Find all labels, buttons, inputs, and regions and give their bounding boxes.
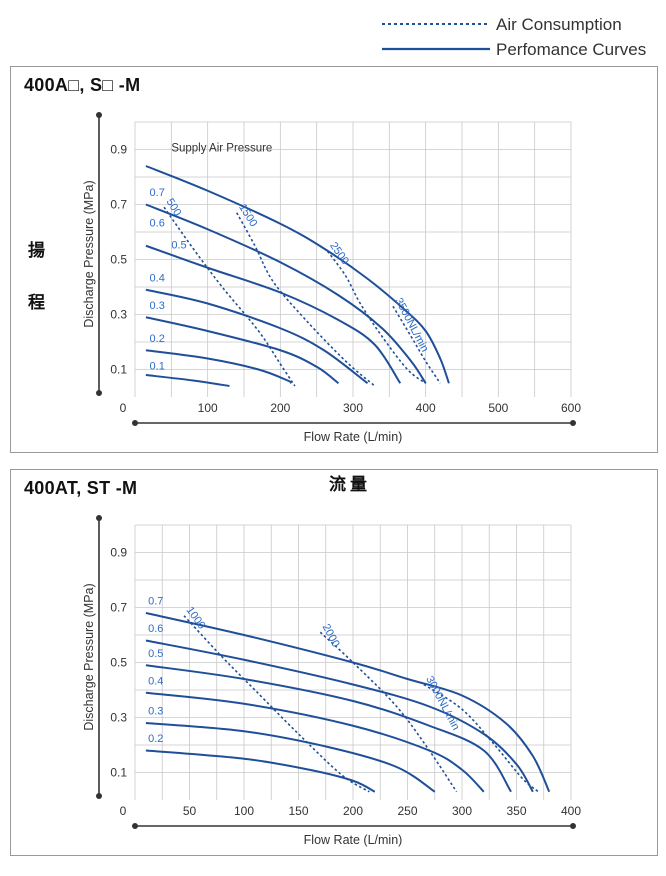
x-tick-label: 100 xyxy=(198,401,218,415)
grid xyxy=(134,121,572,397)
x-tick-label: 400 xyxy=(561,804,581,818)
y-tick-label: 0.7 xyxy=(110,601,127,615)
air-consumption-label: 500 xyxy=(164,196,184,218)
supply-pressure-label: 0.5 xyxy=(171,239,186,251)
air-consumption-line-2000 xyxy=(319,631,458,793)
supply-pressure-label: 0.7 xyxy=(150,187,165,199)
supply-air-pressure-annotation: Supply Air Pressure xyxy=(171,143,272,155)
air-consumption-label: 1500 xyxy=(236,202,259,229)
y-axis-end-dot xyxy=(96,112,102,118)
performance-curve-0.7 xyxy=(145,165,450,384)
performance-curve-0.6 xyxy=(145,203,427,384)
legend-air-consumption-label: Air Consumption xyxy=(496,15,622,34)
y-axis-end-dot xyxy=(96,515,102,521)
performance-curve-0.3 xyxy=(145,316,340,385)
supply-pressure-label: 0.6 xyxy=(150,217,165,229)
air-consumption-line-500 xyxy=(163,206,296,387)
x-axis-label: Flow Rate (L/min) xyxy=(304,430,403,444)
y-tick-label: 0.9 xyxy=(110,546,127,560)
chart-400a-plot: 0.1 0.3 0.5 0.7 0.9 0 100 200 300 400 500 600 Flow R… xyxy=(82,112,581,444)
x-tick-label: 400 xyxy=(416,401,436,415)
supply-pressure-label: 0.2 xyxy=(150,333,165,345)
supply-pressure-label: 0.3 xyxy=(150,300,165,312)
y-tick-label: 0.3 xyxy=(110,711,127,725)
x-tick-label: 600 xyxy=(561,401,581,415)
y-tick-label: 0.3 xyxy=(110,308,127,322)
performance-curve-0.6 xyxy=(145,639,534,793)
x-tick-label: 0 xyxy=(120,401,127,415)
performance-curve-0.5 xyxy=(145,664,512,793)
supply-pressure-label: 0.6 xyxy=(148,623,163,635)
side-label-lift-2: 程 xyxy=(28,293,45,313)
supply-pressure-label: 0.2 xyxy=(148,733,163,745)
performance-curve-0.2 xyxy=(145,349,293,385)
supply-pressure-label: 0.4 xyxy=(150,272,165,284)
x-tick-label: 300 xyxy=(343,401,363,415)
air-consumption-label: 3000NL/min xyxy=(423,674,461,732)
y-axis-end-dot xyxy=(96,390,102,396)
x-tick-label: 300 xyxy=(452,804,472,818)
y-axis-label: Discharge Pressure (MPa) xyxy=(82,180,96,327)
air-consumption-label: 2000 xyxy=(320,622,342,649)
x-tick-label: 150 xyxy=(288,804,308,818)
x-axis-label: Flow Rate (L/min) xyxy=(304,833,403,847)
chart-title: 400A□, S□ -M xyxy=(24,75,141,95)
air-consumption-line-1000 xyxy=(183,615,370,793)
y-axis-end-dot xyxy=(96,793,102,799)
air-consumption-line-2500 xyxy=(326,250,427,384)
x-tick-label: 350 xyxy=(506,804,526,818)
x-axis-end-dot xyxy=(132,823,138,829)
side-label-lift-1: 揚 xyxy=(28,241,45,261)
air-consumption-line-3000NL/min xyxy=(423,683,539,793)
chart-400at-plot: 0.1 0.3 0.5 0.7 0.9 0 50 100 150 200 250 300 350 400 F… xyxy=(82,515,581,847)
supply-pressure-label: 0.4 xyxy=(148,675,163,687)
performance-curve-0.4 xyxy=(145,691,485,793)
y-axis-label: Discharge Pressure (MPa) xyxy=(82,583,96,730)
y-tick-label: 0.1 xyxy=(110,766,127,780)
supply-pressure-label: 0.7 xyxy=(148,596,163,608)
chart-legend: Air Consumption Perfomance Curves xyxy=(382,15,646,59)
x-tick-label: 200 xyxy=(343,804,363,818)
supply-pressure-label: 0.5 xyxy=(148,648,163,660)
air-consumption-line-3500NL/min xyxy=(392,305,441,384)
y-tick-label: 0.5 xyxy=(110,656,127,670)
performance-curve-0.2 xyxy=(145,749,376,793)
supply-pressure-label: 0.1 xyxy=(150,360,165,372)
x-tick-label: 0 xyxy=(120,804,127,818)
air-consumption-label: 1000 xyxy=(184,605,208,632)
performance-curve-0.3 xyxy=(145,722,436,793)
chart-panel-400a: 400A□, S□ -M 0.1 0.3 0.5 0.7 0.9 0 100 200 300 40… xyxy=(10,66,658,453)
supply-pressure-label: 0.3 xyxy=(148,706,163,718)
legend-performance-label: Perfomance Curves xyxy=(496,40,646,59)
performance-curve-0.1 xyxy=(145,374,230,387)
performance-curve-0.4 xyxy=(145,288,369,385)
chart-title: 400AT, ST -M xyxy=(24,478,138,498)
air-consumption-line-1500 xyxy=(236,212,376,387)
performance-curve-0.5 xyxy=(145,244,402,384)
x-tick-label: 200 xyxy=(270,401,290,415)
x-tick-label: 100 xyxy=(234,804,254,818)
chart-panel-400at: 400AT, ST -M 0.1 0.3 0.5 0.7 0.9 0 50 100 150 200… xyxy=(10,469,658,856)
x-tick-label: 50 xyxy=(183,804,197,818)
y-tick-label: 0.1 xyxy=(110,363,127,377)
x-tick-label: 250 xyxy=(397,804,417,818)
performance-curve-0.7 xyxy=(145,612,551,793)
x-axis-end-dot xyxy=(132,420,138,426)
y-tick-label: 0.9 xyxy=(110,143,127,157)
x-axis-end-dot xyxy=(570,420,576,426)
side-label-flow: 流量 xyxy=(318,470,382,495)
x-tick-label: 500 xyxy=(488,401,508,415)
x-axis-end-dot xyxy=(570,823,576,829)
y-tick-label: 0.5 xyxy=(110,253,127,267)
y-tick-label: 0.7 xyxy=(110,198,127,212)
